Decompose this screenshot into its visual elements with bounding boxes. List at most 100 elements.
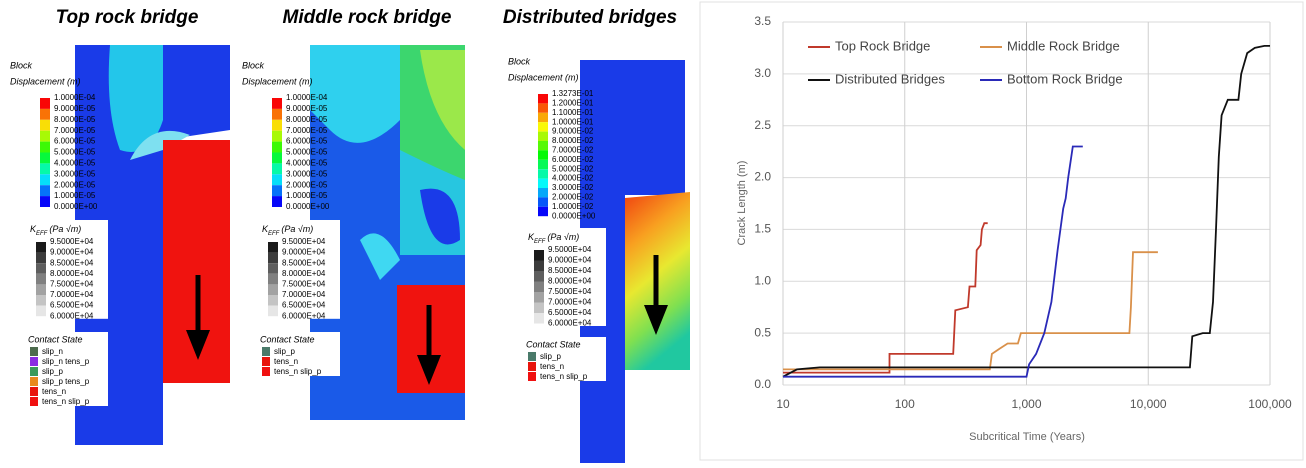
color-swatch	[40, 120, 50, 131]
legend-label: 7.0000E-05	[286, 126, 328, 135]
legend-label: 9.0000E-02	[552, 127, 594, 136]
legend-label: 6.0000E-05	[286, 137, 328, 146]
legend-title: Displacement (m)	[242, 76, 313, 86]
legend-label: 7.0000E+04	[548, 298, 592, 307]
color-swatch	[538, 103, 548, 112]
panel-title: Top rock bridge	[56, 7, 199, 28]
legend-label: tens_n	[42, 387, 66, 396]
color-swatch	[538, 169, 548, 178]
legend-title: Contact State	[260, 334, 315, 344]
contact-swatch	[262, 357, 270, 366]
color-swatch	[40, 196, 50, 207]
y-tick-label: 3.0	[754, 66, 771, 80]
legend-label: 9.0000E+04	[548, 256, 592, 265]
chart-border	[700, 2, 1303, 460]
legend-label: slip_n tens_p	[42, 357, 90, 366]
legend-title: Block	[10, 60, 33, 70]
legend-title: Contact State	[526, 339, 581, 349]
gray-swatch	[268, 306, 278, 317]
legend-label: 4.0000E-05	[286, 159, 328, 168]
gray-swatch	[534, 250, 544, 261]
series-line	[783, 223, 988, 372]
legend-label: Middle Rock Bridge	[1007, 38, 1120, 53]
legend-label: Top Rock Bridge	[835, 38, 930, 53]
y-tick-label: 0.5	[754, 325, 771, 339]
legend-label: 6.0000E+04	[548, 319, 592, 328]
gray-swatch	[36, 263, 46, 274]
gray-swatch	[268, 263, 278, 274]
legend-label: slip_p tens_p	[42, 377, 90, 386]
legend-title-part: (Pa √m)	[281, 224, 313, 234]
legend-label: 9.5000E+04	[50, 237, 94, 246]
legend-label: 7.0000E+04	[282, 290, 326, 299]
legend-label: 8.5000E+04	[282, 258, 326, 267]
panel-title: Middle rock bridge	[283, 7, 452, 28]
color-swatch	[40, 174, 50, 185]
legend-label: 2.0000E-05	[286, 180, 328, 189]
contact-swatch	[528, 362, 536, 371]
color-swatch	[40, 131, 50, 142]
color-swatch	[272, 174, 282, 185]
color-swatch	[40, 163, 50, 174]
legend-label: 1.0000E-05	[54, 191, 96, 200]
gray-swatch	[534, 261, 544, 272]
color-swatch	[538, 150, 548, 159]
contact-swatch	[30, 347, 38, 356]
legend-label: 0.0000E+00	[286, 202, 330, 211]
legend-label: 8.5000E+04	[50, 258, 94, 267]
contact-swatch	[262, 347, 270, 356]
legend-label: 9.5000E+04	[548, 245, 592, 254]
gray-swatch	[534, 271, 544, 282]
gray-swatch	[36, 295, 46, 306]
legend-label: 1.2000E-01	[552, 99, 594, 108]
legend-label: 9.0000E-05	[54, 104, 96, 113]
gray-swatch	[268, 253, 278, 264]
legend-title-part: (Pa √m)	[49, 224, 81, 234]
legend-label: 9.0000E+04	[282, 248, 326, 257]
legend-label: 6.0000E-02	[552, 155, 594, 164]
panel-title: Distributed bridges	[503, 7, 677, 28]
color-swatch	[538, 94, 548, 103]
legend-label: 8.0000E+04	[50, 269, 94, 278]
line-chart: Subcritical Time (Years) Crack Length (m…	[700, 2, 1303, 460]
color-swatch	[272, 98, 282, 109]
legend-label: 7.5000E+04	[50, 280, 94, 289]
y-tick-label: 2.0	[754, 170, 771, 184]
x-tick-label: 100,000	[1248, 397, 1292, 411]
y-tick-label: 3.5	[754, 14, 771, 28]
legend-label: 1.0000E-02	[552, 202, 594, 211]
legend-label: 1.0000E-04	[54, 93, 96, 102]
legend-title: Block	[242, 60, 265, 70]
color-swatch	[272, 196, 282, 207]
y-tick-label: 2.5	[754, 118, 771, 132]
gray-swatch	[534, 282, 544, 293]
legend-label: 9.0000E-05	[286, 104, 328, 113]
legend-label: 7.0000E-02	[552, 146, 594, 155]
legend-title-part: EFF	[36, 231, 48, 237]
legend-label: 7.0000E+04	[50, 290, 94, 299]
legend-label: 3.0000E-02	[552, 183, 594, 192]
color-swatch	[538, 188, 548, 197]
color-swatch	[538, 179, 548, 188]
gray-swatch	[268, 295, 278, 306]
gray-swatch	[36, 284, 46, 295]
legend-label: 5.0000E-05	[286, 148, 328, 157]
legend-label: 6.5000E+04	[282, 301, 326, 310]
gray-swatch	[534, 313, 544, 324]
y-tick-label: 1.5	[754, 222, 771, 236]
x-tick-label: 10,000	[1130, 397, 1167, 411]
legend-label: slip_p	[540, 352, 561, 361]
legend-title: Displacement (m)	[508, 72, 579, 82]
gray-swatch	[36, 253, 46, 264]
color-swatch	[272, 163, 282, 174]
legend-label: Distributed Bridges	[835, 71, 945, 86]
legend-title: Displacement (m)	[10, 76, 81, 86]
legend-label: 9.5000E+04	[282, 237, 326, 246]
legend-label: slip_p	[274, 347, 295, 356]
legend-title-part: (Pa √m)	[547, 232, 579, 242]
legend-label: tens_n slip_p	[42, 397, 90, 406]
color-swatch	[538, 207, 548, 216]
contact-swatch	[30, 377, 38, 386]
color-swatch	[40, 109, 50, 120]
legend-label: 1.0000E-01	[552, 117, 594, 126]
